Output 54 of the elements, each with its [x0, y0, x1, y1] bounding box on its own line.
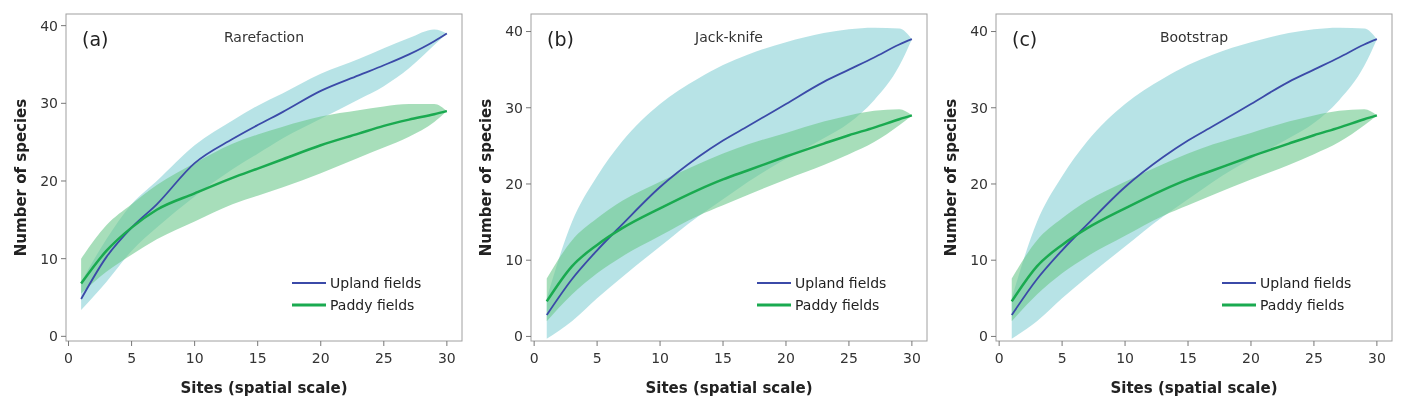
x-tick-label: 25 — [840, 350, 858, 366]
y-tick-label: 40 — [40, 17, 58, 34]
annotation: (a) — [82, 28, 109, 50]
legend-label: Upland fields — [1260, 274, 1352, 291]
x-tick-label: 20 — [777, 350, 795, 366]
x-tick-label: 30 — [902, 350, 921, 366]
x-tick-label: 15 — [714, 350, 732, 366]
x-tick-label: 30 — [1367, 350, 1386, 366]
x-tick-label: 15 — [248, 350, 267, 366]
x-tick-label: 5 — [1057, 350, 1067, 366]
legend-label: Paddy fields — [795, 296, 880, 313]
text: Rarefaction — [223, 29, 305, 45]
annotation: (b) — [547, 28, 574, 50]
x-axis-title: Sites (spatial scale) — [1110, 379, 1278, 397]
y-axis-title: Number of species — [12, 98, 30, 257]
legend-label: Upland fields — [330, 274, 422, 291]
annotation: (c) — [1012, 28, 1038, 50]
y-tick-label: 10 — [505, 252, 523, 269]
y-tick-label: 10 — [40, 250, 58, 267]
y-tick-label: 0 — [979, 328, 988, 345]
x-tick-label: 0 — [994, 350, 1004, 366]
y-tick-label: 30 — [40, 95, 58, 112]
y-tick-label: 40 — [970, 23, 988, 40]
y-tick-label: 30 — [505, 99, 523, 116]
x-tick-label: 0 — [64, 350, 73, 366]
x-axis-title: Sites (spatial scale) — [645, 379, 813, 397]
y-tick-label: 20 — [40, 172, 58, 189]
y-tick-label: 0 — [49, 328, 58, 345]
legend-label: Paddy fields — [330, 296, 415, 313]
legend-label: Paddy fields — [1260, 296, 1345, 313]
x-tick-label: 25 — [374, 350, 393, 366]
x-tick-label: 20 — [311, 350, 330, 366]
x-tick-label: 15 — [1179, 350, 1197, 366]
x-tick-label: 10 — [185, 350, 204, 366]
x-tick-label: 0 — [529, 350, 539, 366]
y-tick-label: 30 — [970, 99, 988, 116]
y-axis-title: Number of species — [942, 98, 960, 257]
y-tick-label: 10 — [970, 252, 988, 269]
y-tick-label: 20 — [970, 175, 988, 192]
text: Bootstrap — [1159, 29, 1229, 45]
x-tick-label: 5 — [127, 350, 137, 366]
x-tick-label: 5 — [592, 350, 602, 366]
x-tick-label: 10 — [1116, 350, 1134, 366]
y-tick-label: 20 — [505, 175, 523, 192]
legend-label: Upland fields — [795, 274, 887, 291]
y-tick-label: 40 — [505, 23, 523, 40]
x-tick-label: 10 — [651, 350, 669, 366]
text: Jack-knife — [694, 29, 763, 45]
x-tick-label: 30 — [437, 350, 456, 366]
x-axis-title: Sites (spatial scale) — [180, 379, 348, 397]
y-axis-title: Number of species — [477, 98, 495, 257]
y-tick-label: 0 — [514, 328, 523, 345]
x-tick-label: 25 — [1305, 350, 1323, 366]
x-tick-label: 20 — [1242, 350, 1260, 366]
